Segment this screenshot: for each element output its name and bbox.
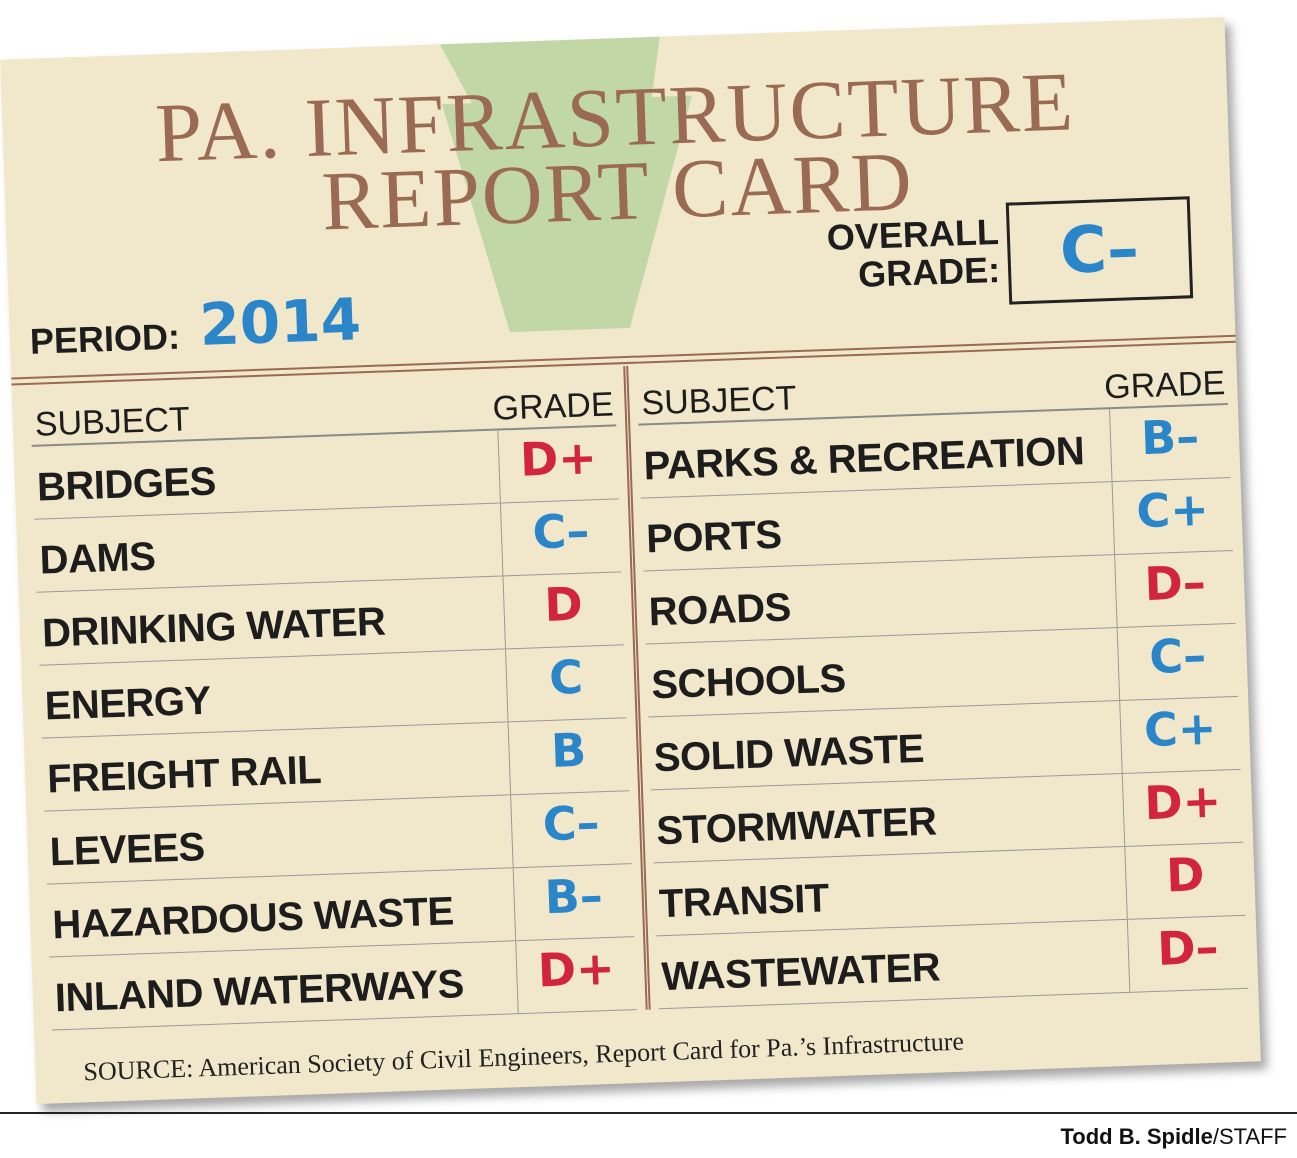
- grade: C+: [1111, 478, 1233, 555]
- grade-table: SUBJECT GRADE PARKS & RECREATION B– PORTS C+ R…: [623, 345, 1249, 1010]
- grade: B: [507, 718, 630, 795]
- grade: D+: [515, 937, 637, 1014]
- keystone: [439, 36, 692, 333]
- source: SOURCE: American Society of Civil Engine…: [83, 1026, 965, 1087]
- divider: [0, 1112, 1297, 1114]
- grade: D–: [1126, 915, 1249, 992]
- grade: D+: [497, 426, 619, 503]
- grade: D: [502, 572, 624, 649]
- period-value: 2014: [198, 285, 363, 359]
- grade: B–: [1109, 405, 1231, 482]
- column-header: GRADE: [491, 385, 615, 428]
- overall-label: OVERALL GRADE:: [826, 211, 1001, 295]
- grade: C+: [1119, 696, 1241, 773]
- grade: D–: [1114, 550, 1236, 628]
- grade: C–: [499, 499, 622, 576]
- subject: INLAND WATERWAYS: [54, 962, 465, 1021]
- credit-name: Todd B. Spidle: [1060, 1124, 1213, 1149]
- credit-suffix: /STAFF: [1212, 1124, 1287, 1149]
- period-label: PERIOD:: [29, 315, 181, 362]
- column-header: GRADE: [1103, 364, 1226, 407]
- credit: Todd B. Spidle/STAFF: [1060, 1124, 1287, 1150]
- grade: C–: [510, 791, 632, 868]
- overall-label-line: GRADE:: [857, 248, 1001, 295]
- grade: C: [505, 645, 627, 722]
- grade: C–: [1116, 623, 1239, 701]
- keystone-shape: [439, 36, 692, 333]
- grade: B–: [512, 864, 635, 941]
- report-card: PA. INFRASTRUCTURE REPORT CARD PERIOD: 2…: [0, 16, 1261, 1105]
- grade-table: SUBJECT GRADE BRIDGES D+ DAMS C– DRINKING WATE…: [29, 366, 637, 1031]
- grade: D+: [1121, 769, 1244, 846]
- overall-grade: C–: [1005, 196, 1194, 305]
- grade: D: [1124, 842, 1246, 919]
- subject: WASTEWATER: [660, 945, 941, 1000]
